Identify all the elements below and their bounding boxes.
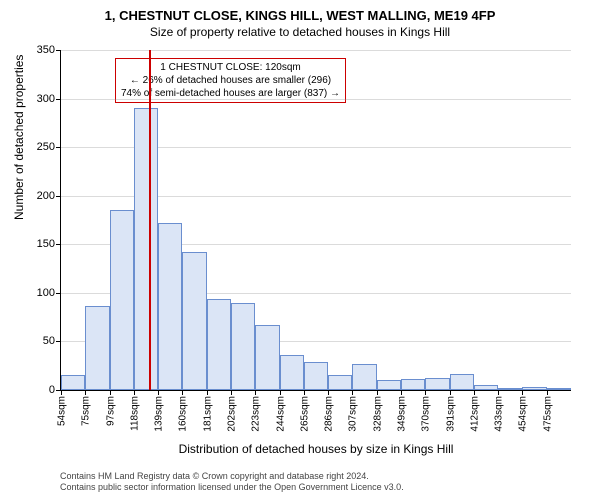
bar	[231, 303, 255, 390]
x-tick: 475sqm	[540, 396, 553, 432]
footer: Contains HM Land Registry data © Crown c…	[60, 471, 404, 494]
gridline	[61, 50, 571, 51]
x-tick: 244sqm	[273, 396, 286, 432]
gridline	[61, 99, 571, 100]
footer-line2: Contains public sector information licen…	[60, 482, 404, 494]
x-tick: 349sqm	[395, 396, 408, 432]
y-tick: 100	[37, 287, 61, 299]
x-tick-mark	[304, 390, 305, 395]
y-tick: 200	[37, 190, 61, 202]
bar	[328, 375, 352, 390]
bar	[110, 210, 134, 390]
annotation-line2: ← 26% of detached houses are smaller (29…	[121, 74, 340, 87]
x-tick-mark	[280, 390, 281, 395]
x-tick-mark	[425, 390, 426, 395]
bar	[522, 387, 546, 390]
bar	[61, 375, 85, 390]
bar	[207, 299, 231, 390]
bar	[377, 380, 401, 390]
x-tick-mark	[328, 390, 329, 395]
x-tick: 202sqm	[225, 396, 238, 432]
x-tick-mark	[134, 390, 135, 395]
y-tick: 300	[37, 93, 61, 105]
marker-line	[149, 50, 151, 390]
x-tick: 97sqm	[103, 396, 116, 426]
x-tick: 433sqm	[492, 396, 505, 432]
x-tick-mark	[450, 390, 451, 395]
bar	[474, 385, 498, 390]
x-tick-mark	[110, 390, 111, 395]
bar	[425, 378, 449, 390]
x-tick-mark	[377, 390, 378, 395]
x-tick-mark	[207, 390, 208, 395]
x-tick-mark	[231, 390, 232, 395]
title-main: 1, CHESTNUT CLOSE, KINGS HILL, WEST MALL…	[0, 0, 600, 23]
bar	[255, 325, 279, 390]
x-tick: 265sqm	[297, 396, 310, 432]
bar	[352, 364, 376, 390]
x-tick-mark	[522, 390, 523, 395]
x-tick: 286sqm	[322, 396, 335, 432]
x-tick: 328sqm	[370, 396, 383, 432]
chart-container: 1, CHESTNUT CLOSE, KINGS HILL, WEST MALL…	[0, 0, 600, 500]
x-tick: 75sqm	[79, 396, 92, 426]
x-tick: 307sqm	[346, 396, 359, 432]
bar	[450, 374, 474, 390]
y-tick: 150	[37, 238, 61, 250]
x-tick-mark	[547, 390, 548, 395]
bar	[134, 108, 158, 390]
footer-line1: Contains HM Land Registry data © Crown c…	[60, 471, 404, 483]
x-tick-mark	[474, 390, 475, 395]
x-tick-mark	[182, 390, 183, 395]
bar	[304, 362, 328, 390]
bar	[85, 306, 109, 390]
bar	[280, 355, 304, 390]
y-tick: 350	[37, 44, 61, 56]
x-tick-mark	[352, 390, 353, 395]
bar	[498, 388, 522, 390]
x-tick: 181sqm	[200, 396, 213, 432]
x-tick-mark	[61, 390, 62, 395]
x-tick: 391sqm	[443, 396, 456, 432]
x-tick-mark	[158, 390, 159, 395]
bar	[547, 388, 571, 390]
x-tick: 370sqm	[419, 396, 432, 432]
title-sub: Size of property relative to detached ho…	[0, 23, 600, 39]
bar	[182, 252, 206, 390]
x-tick-mark	[401, 390, 402, 395]
y-tick: 50	[43, 335, 61, 347]
bar	[401, 379, 425, 390]
y-tick: 250	[37, 141, 61, 153]
x-axis-label: Distribution of detached houses by size …	[61, 442, 571, 456]
x-tick-mark	[255, 390, 256, 395]
x-tick: 139sqm	[152, 396, 165, 432]
bar	[158, 223, 182, 390]
x-tick: 223sqm	[249, 396, 262, 432]
x-tick-mark	[85, 390, 86, 395]
y-axis-label: Number of detached properties	[12, 55, 26, 220]
x-tick: 118sqm	[127, 396, 140, 431]
chart-area: 1 CHESTNUT CLOSE: 120sqm ← 26% of detach…	[60, 50, 571, 391]
annotation-line1: 1 CHESTNUT CLOSE: 120sqm	[121, 61, 340, 74]
x-tick: 412sqm	[467, 396, 480, 432]
x-tick: 454sqm	[516, 396, 529, 432]
x-tick-mark	[498, 390, 499, 395]
y-tick: 0	[49, 384, 61, 396]
x-tick: 160sqm	[176, 396, 189, 432]
x-tick: 54sqm	[55, 396, 68, 426]
